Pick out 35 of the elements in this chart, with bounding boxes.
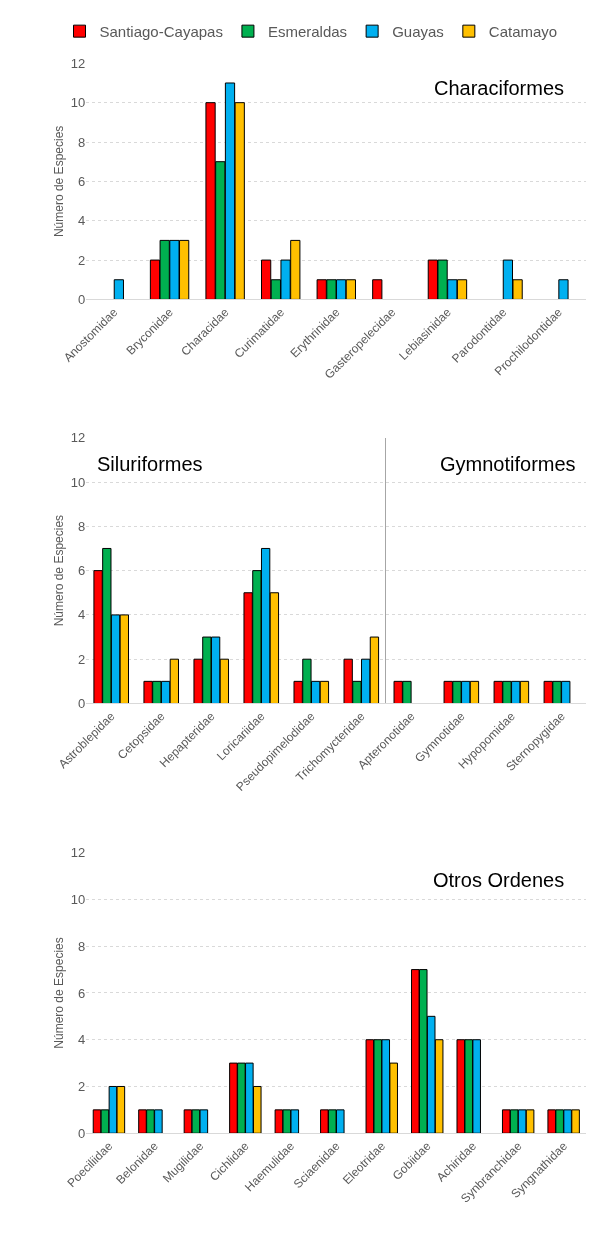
y-tick-label: 12 [70,845,86,861]
y-tick-label: 6 [77,985,86,1001]
y-tick-label: 6 [77,563,86,579]
text: Otros Ordenes [433,869,565,891]
y-tick-label: 2 [77,252,86,268]
text: Characiformes [434,77,565,99]
y-tick-label: 4 [77,607,86,623]
y-tick-label: 8 [77,938,86,954]
y-tick-label: 2 [77,1079,86,1095]
legend-label: Esmeraldas [267,23,348,40]
y-tick-label: 10 [70,95,86,111]
bar [372,279,383,300]
text: Gymnotiformes [440,453,576,475]
y-axis-title: Número de Especies [52,514,67,627]
legend-label: Santiago-Cayapas [99,23,223,40]
bar [113,279,124,300]
y-tick-label: 8 [77,134,86,150]
y-tick-label: 6 [77,173,86,189]
y-tick-label: 0 [77,291,86,307]
text: Siluriformes [97,453,203,475]
y-axis-title: Número de Especies [52,125,67,238]
bar [558,279,569,300]
y-axis-title: Número de Especies [52,937,67,1049]
y-tick-label: 4 [77,1032,86,1048]
y-tick-label: 8 [77,518,86,534]
y-tick-label: 4 [77,213,86,229]
y-tick-label: 10 [70,474,86,490]
y-tick-label: 0 [77,1125,86,1141]
y-tick-label: 2 [77,651,86,667]
y-tick-label: 12 [70,55,86,71]
y-tick-label: 0 [77,696,86,712]
legend-label: Guayas [392,23,444,40]
y-tick-label: 10 [70,891,86,907]
legend-label: Catamayo [488,23,558,40]
y-tick-label: 12 [70,430,86,446]
